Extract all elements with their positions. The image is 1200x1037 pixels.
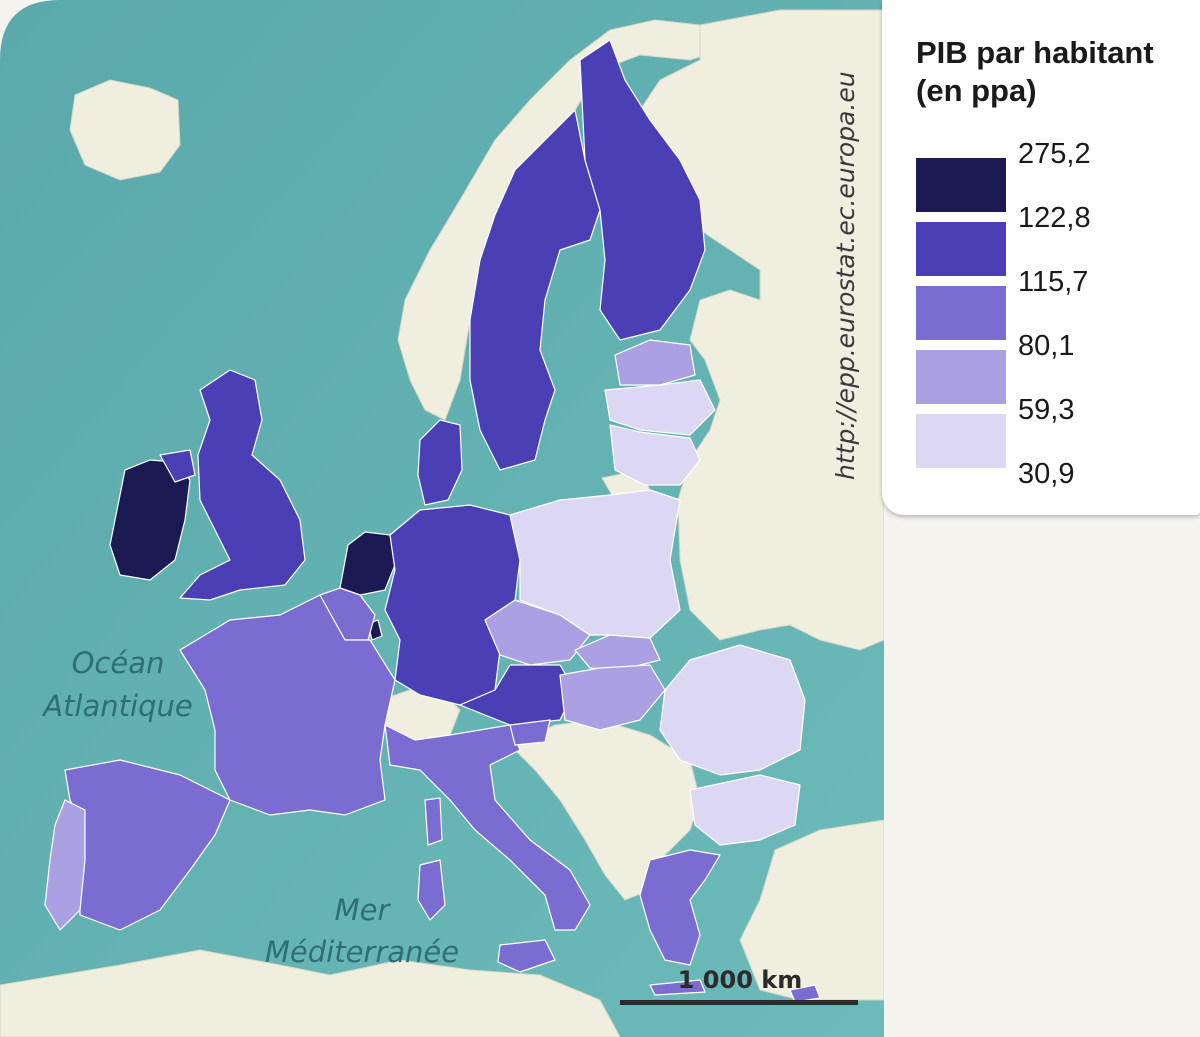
- legend-swatch-class2: [916, 222, 1006, 276]
- united-kingdom: [179, 369, 306, 601]
- north-africa: [0, 949, 621, 1037]
- iceland: [69, 79, 181, 181]
- corsica: [424, 797, 443, 846]
- scale-label: 1 000 km: [678, 966, 802, 994]
- legend-threshold-4: 80,1: [1018, 330, 1075, 362]
- map-panel: Océan Atlantique Mer Méditerranée http:/…: [0, 0, 884, 1037]
- legend-threshold-3: 115,7: [1018, 266, 1089, 298]
- legend-title-line1: PIB par habitant: [916, 35, 1154, 70]
- romania: [659, 644, 806, 776]
- legend-threshold-1: 275,2: [1018, 138, 1091, 170]
- italy: [384, 724, 591, 931]
- crete: [649, 979, 706, 996]
- bulgaria: [689, 774, 801, 846]
- poland: [509, 489, 681, 639]
- sea-label-line2: Méditerranée: [265, 935, 459, 969]
- cyprus: [789, 984, 821, 1003]
- legend-box: PIB par habitant (en ppa) 275,2 122,8 11…: [882, 0, 1200, 515]
- legend-title-line2: (en ppa): [916, 73, 1037, 108]
- hungary: [559, 664, 666, 731]
- legend-title: PIB par habitant (en ppa): [916, 34, 1196, 110]
- northern-ireland: [159, 449, 196, 483]
- denmark: [417, 419, 463, 506]
- sea-label-line1: Mer: [335, 893, 392, 927]
- sardinia: [417, 859, 446, 921]
- scale-bar: [620, 1000, 858, 1005]
- legend-threshold-2: 122,8: [1018, 202, 1091, 234]
- legend-swatch-class4: [916, 350, 1006, 404]
- lithuania: [609, 424, 701, 486]
- ocean-label-line2: Atlantique: [41, 689, 192, 723]
- legend-swatch-class1: [916, 158, 1006, 212]
- ocean-label-line1: Océan: [72, 646, 165, 680]
- legend-swatch-class5: [916, 414, 1006, 468]
- source-url: http://epp.eurostat.ec.europa.eu: [831, 71, 860, 480]
- europe-map: Océan Atlantique Mer Méditerranée http:/…: [0, 0, 884, 1037]
- sweden: [469, 109, 601, 471]
- non-eu-land: [0, 9, 884, 1037]
- legend-threshold-6: 30,9: [1018, 458, 1075, 490]
- legend-swatch-class3: [916, 286, 1006, 340]
- legend-threshold-5: 59,3: [1018, 394, 1075, 426]
- france: [179, 594, 396, 816]
- sicily: [497, 939, 556, 973]
- slovenia: [509, 719, 551, 746]
- finland: [579, 39, 706, 341]
- eu-countries: [44, 39, 821, 1003]
- latvia: [604, 379, 716, 436]
- germany: [384, 504, 521, 706]
- estonia: [614, 339, 696, 386]
- greece: [639, 849, 721, 966]
- portugal: [44, 799, 86, 931]
